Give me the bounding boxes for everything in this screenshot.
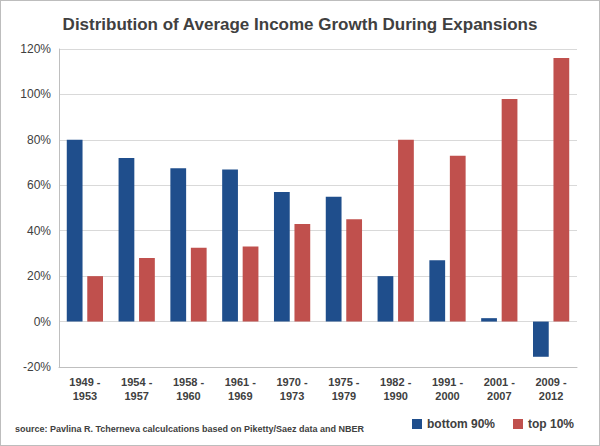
svg-text:60%: 60% [27,178,51,192]
svg-text:bottom 90%: bottom 90% [427,417,495,431]
svg-text:100%: 100% [20,87,51,101]
svg-text:1990: 1990 [383,390,407,402]
svg-text:Distribution of Average Income: Distribution of Average Income Growth Du… [63,15,538,34]
svg-text:source: Pavlina R. Tcherneva c: source: Pavlina R. Tcherneva calculcatio… [15,424,364,434]
svg-text:120%: 120% [20,42,51,56]
svg-text:80%: 80% [27,133,51,147]
svg-text:1958 -: 1958 - [173,376,205,388]
svg-text:2001 -: 2001 - [484,376,516,388]
svg-text:1991 -: 1991 - [432,376,464,388]
svg-text:1982 -: 1982 - [380,376,412,388]
svg-text:2009 -: 2009 - [535,376,567,388]
svg-text:1957: 1957 [124,390,148,402]
svg-text:1949 -: 1949 - [69,376,101,388]
svg-text:0%: 0% [34,315,52,329]
svg-text:1960: 1960 [176,390,200,402]
svg-text:1961 -: 1961 - [225,376,257,388]
svg-text:2012: 2012 [539,390,563,402]
svg-text:1979: 1979 [332,390,356,402]
svg-text:1954 -: 1954 - [121,376,153,388]
svg-text:20%: 20% [27,269,51,283]
svg-text:40%: 40% [27,224,51,238]
svg-text:1969: 1969 [228,390,252,402]
svg-text:2007: 2007 [487,390,511,402]
svg-text:-20%: -20% [23,360,51,374]
svg-text:2000: 2000 [435,390,459,402]
svg-text:1973: 1973 [280,390,304,402]
svg-text:1953: 1953 [73,390,97,402]
svg-text:top 10%: top 10% [528,417,574,431]
svg-text:1975 -: 1975 - [328,376,360,388]
svg-text:1970 -: 1970 - [276,376,308,388]
